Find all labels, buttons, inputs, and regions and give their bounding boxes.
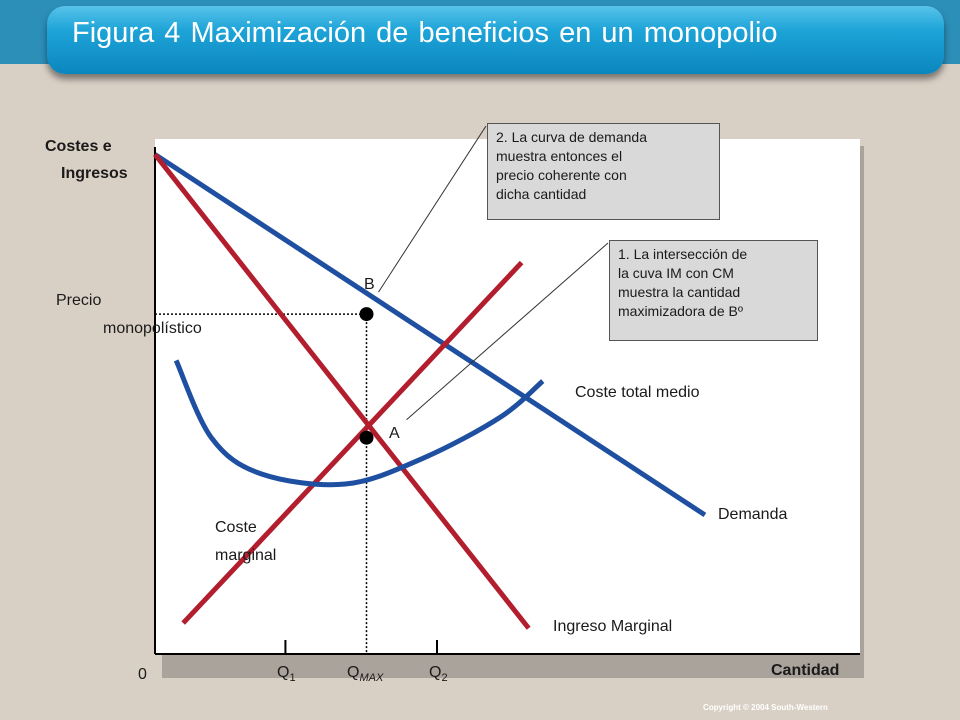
marginal-cost-curve (181, 260, 524, 625)
point-b-marker (359, 307, 374, 322)
x-ticks (284, 640, 438, 654)
marginal-revenue-curve (153, 152, 531, 630)
tick-label-qmax: QMAX (347, 664, 384, 685)
average-total-cost-curve (173, 359, 545, 488)
tick-label-q1: Q1 (277, 664, 296, 685)
point-a-marker (359, 430, 374, 445)
series-label-mr: Ingreso Marginal (553, 618, 673, 635)
slide-title: Figura 4 Maximización de beneficios en u… (72, 17, 778, 49)
leader-lines (378, 125, 609, 421)
copyright: Copyright © 2004 South-Western (703, 703, 828, 712)
x-axis-label: Cantidad (771, 662, 840, 679)
guide-lines (155, 313, 368, 654)
leader-line-a (406, 242, 609, 421)
demand-curve (153, 152, 707, 518)
tick-label-q2: Q2 (429, 664, 448, 685)
annotation-mr-mc-intersection: 1. La intersección de la cuva IM con CM … (609, 240, 818, 341)
axes (154, 147, 860, 655)
points-group (359, 307, 374, 445)
point-label-a: A (389, 425, 400, 442)
series-label-mc: Coste marginal (215, 514, 350, 570)
series-label-mc-text: Coste marginal (215, 519, 277, 564)
annotation-demand-price: 2. La curva de demanda muestra entonces … (487, 123, 720, 220)
title-banner (47, 6, 944, 74)
origin-label: 0 (138, 666, 147, 683)
y-axis-label-line1: Costes e (45, 138, 112, 155)
leader-line-b (378, 125, 487, 293)
point-label-b: B (364, 276, 375, 293)
series-label-demand: Demanda (718, 506, 788, 523)
series-group (153, 152, 707, 630)
series-label-atc: Coste total medio (575, 384, 700, 401)
y-axis-label-line2: Ingresos (61, 165, 128, 182)
plot-area (155, 139, 860, 654)
price-label-line2: monopolístico (103, 320, 202, 337)
price-label-line1: Precio (56, 292, 102, 309)
